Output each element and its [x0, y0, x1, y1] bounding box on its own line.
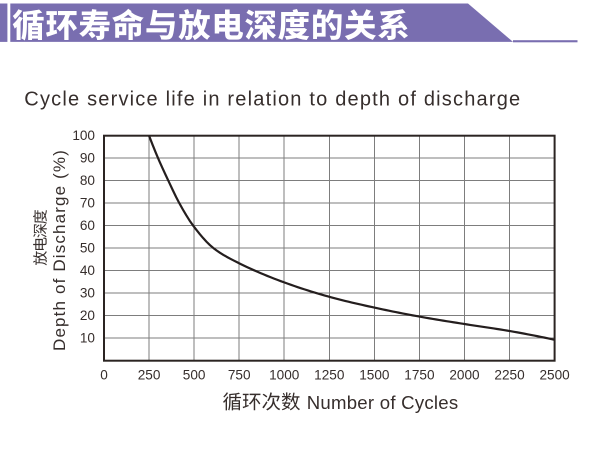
- svg-text:1250: 1250: [314, 367, 345, 382]
- svg-text:90: 90: [80, 151, 96, 166]
- svg-text:Cycle service life in relation: Cycle service life in relation to depth …: [24, 89, 521, 111]
- svg-text:2000: 2000: [449, 367, 480, 382]
- svg-text:10: 10: [80, 331, 96, 346]
- svg-text:100: 100: [72, 128, 95, 143]
- svg-text:40: 40: [80, 263, 96, 278]
- svg-text:50: 50: [80, 241, 96, 256]
- svg-text:1750: 1750: [404, 367, 435, 382]
- svg-text:80: 80: [80, 173, 96, 188]
- svg-text:500: 500: [183, 367, 206, 382]
- svg-text:20: 20: [80, 308, 96, 323]
- svg-text:1500: 1500: [359, 367, 390, 382]
- svg-text:Number of Cycles: Number of Cycles: [307, 392, 459, 413]
- svg-text:0: 0: [100, 367, 108, 382]
- svg-text:Depth of Discharge (%): Depth of Discharge (%): [50, 149, 69, 351]
- svg-text:70: 70: [80, 196, 96, 211]
- svg-text:250: 250: [138, 367, 161, 382]
- svg-text:750: 750: [228, 367, 251, 382]
- svg-text:60: 60: [80, 218, 96, 233]
- svg-text:1000: 1000: [269, 367, 300, 382]
- svg-text:30: 30: [80, 286, 96, 301]
- svg-text:2500: 2500: [539, 367, 570, 382]
- svg-text:2250: 2250: [494, 367, 525, 382]
